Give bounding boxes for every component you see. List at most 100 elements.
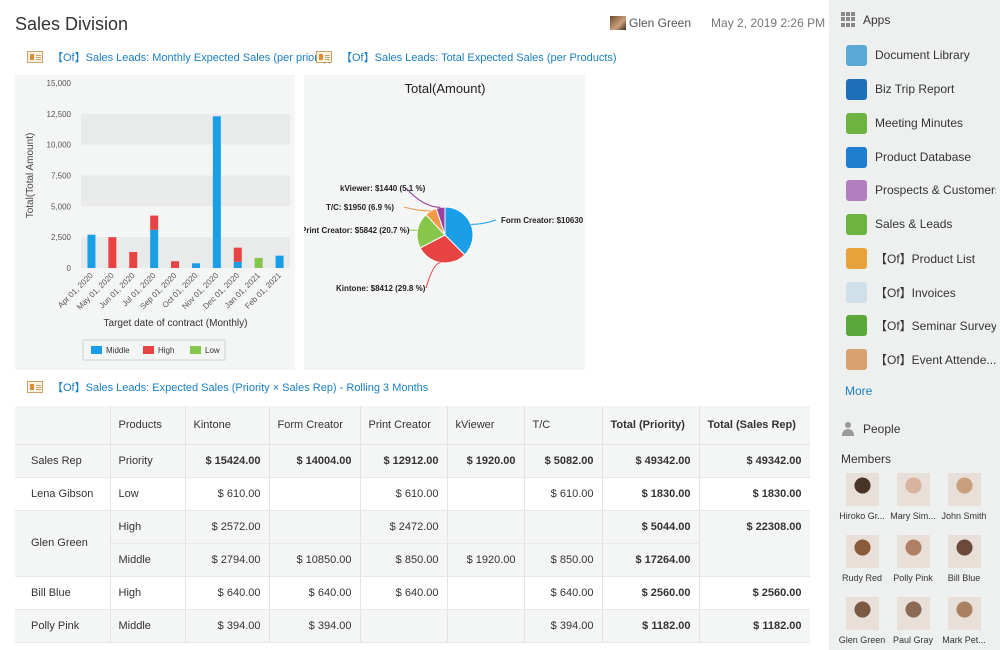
person-icon	[841, 422, 855, 436]
member-name[interactable]: Glen Green	[838, 635, 886, 645]
member-card[interactable]: Mary Sim...	[888, 473, 938, 521]
app-label[interactable]: 【Of】Invoices	[875, 285, 956, 300]
row-label: Lena Gibson	[15, 477, 111, 511]
member-card[interactable]: Mark Pet...	[939, 597, 989, 645]
member-avatar[interactable]	[947, 597, 981, 630]
column-header: Form Creator	[269, 406, 361, 445]
column-header: T/C	[524, 406, 603, 445]
current-date: May 2, 2019 2:26 PM	[711, 16, 826, 30]
member-avatar[interactable]	[845, 597, 879, 630]
bar-middle[interactable]	[233, 261, 242, 268]
member-card[interactable]: Glen Green	[837, 597, 887, 645]
member-avatar[interactable]	[947, 473, 981, 506]
member-name[interactable]: Paul Gray	[892, 635, 934, 645]
member-name[interactable]: Polly Pink	[893, 573, 933, 583]
member-avatar[interactable]	[896, 473, 930, 506]
bar-middle[interactable]	[212, 116, 221, 268]
pie-report-title[interactable]: 【Of】Sales Leads: Total Expected Sales (p…	[341, 52, 617, 64]
user-name[interactable]: Glen Green	[629, 16, 692, 30]
member-card[interactable]: Polly Pink	[888, 535, 938, 583]
bar-high[interactable]	[108, 237, 117, 268]
member-name[interactable]: John Smith	[941, 511, 987, 521]
bar-high[interactable]	[150, 215, 159, 230]
app-item[interactable]: 【Of】Seminar Survey	[846, 314, 996, 336]
bar-low[interactable]	[254, 257, 263, 268]
table-cell: $ 640.00	[185, 576, 270, 610]
pie-slice[interactable]	[416, 213, 446, 249]
table-cell: $ 1830.00	[602, 477, 700, 511]
member-name[interactable]: Hiroko Gr...	[839, 511, 885, 521]
legend-label-middle[interactable]: Middle	[106, 346, 130, 355]
member-card[interactable]: Paul Gray	[888, 597, 938, 645]
app-item[interactable]: Prospects & Customers	[846, 179, 996, 201]
member-card[interactable]: Bill Blue	[939, 535, 989, 583]
handshake-icon	[846, 213, 867, 235]
member-name[interactable]: Mark Pet...	[942, 635, 986, 645]
legend-swatch-high[interactable]	[143, 346, 154, 354]
member-avatar[interactable]	[845, 473, 879, 506]
people-header[interactable]: People	[841, 422, 900, 436]
pencil-icon	[846, 314, 867, 336]
bar-high[interactable]	[171, 261, 180, 268]
member-avatar[interactable]	[896, 535, 930, 568]
y-tick-label: 10,000	[47, 141, 72, 150]
table-cell: $ 610.00	[360, 477, 448, 511]
bar-report-link[interactable]: 【Of】Sales Leads: Monthly Expected Sales …	[27, 49, 333, 65]
app-item[interactable]: 【Of】Invoices	[846, 281, 996, 303]
app-item[interactable]: Sales & Leads	[846, 213, 996, 235]
member-card[interactable]: John Smith	[939, 473, 989, 521]
app-label[interactable]: Biz Trip Report	[875, 82, 955, 96]
apps-header[interactable]: Apps	[841, 12, 890, 27]
bar-report-title[interactable]: 【Of】Sales Leads: Monthly Expected Sales …	[52, 52, 333, 64]
bar-middle[interactable]	[87, 234, 96, 268]
column-header: Total (Priority)	[602, 406, 700, 445]
app-label[interactable]: Document Library	[875, 48, 970, 62]
bar-middle[interactable]	[275, 255, 284, 268]
bar-middle[interactable]	[150, 229, 159, 268]
more-apps-link[interactable]: More	[845, 384, 873, 398]
member-name[interactable]: Mary Sim...	[890, 511, 936, 521]
table-cell: $ 5082.00	[524, 444, 603, 478]
app-item[interactable]: Meeting Minutes	[846, 112, 996, 134]
app-label[interactable]: Meeting Minutes	[875, 116, 964, 130]
table-report-title[interactable]: 【Of】Sales Leads: Expected Sales (Priorit…	[52, 382, 429, 394]
app-item[interactable]: Biz Trip Report	[846, 78, 996, 100]
pie-label: kViewer: $1440 (5.1 %)	[340, 184, 426, 193]
column-header	[15, 406, 111, 445]
user-info: Glen Green May 2, 2019 2:26 PM	[610, 16, 825, 30]
bar-high[interactable]	[129, 251, 138, 268]
bar-middle[interactable]	[191, 263, 200, 268]
app-label[interactable]: Product Database	[875, 150, 972, 164]
table-cell: $ 1182.00	[699, 609, 810, 643]
app-item[interactable]: Document Library	[846, 44, 996, 66]
app-label[interactable]: Prospects & Customers	[875, 183, 996, 197]
y-tick-label: 0	[67, 264, 72, 273]
pie-report-link[interactable]: 【Of】Sales Leads: Total Expected Sales (p…	[316, 49, 617, 65]
member-card[interactable]: Rudy Red	[837, 535, 887, 583]
table-cell: $ 850.00	[360, 543, 448, 577]
member-avatar[interactable]	[845, 535, 879, 568]
grid-band	[81, 206, 290, 238]
app-label[interactable]: 【Of】Event Attende...	[875, 352, 996, 367]
app-label[interactable]: 【Of】Product List	[875, 251, 976, 266]
bar-high[interactable]	[233, 247, 242, 262]
pie-label: Print Creator: $5842 (20.7 %)	[304, 226, 410, 235]
member-avatar[interactable]	[947, 535, 981, 568]
legend-label-high[interactable]: High	[158, 346, 174, 355]
member-card[interactable]: Hiroko Gr...	[837, 473, 887, 521]
legend-swatch-middle[interactable]	[91, 346, 102, 354]
app-label[interactable]: Sales & Leads	[875, 217, 953, 231]
member-avatar[interactable]	[896, 597, 930, 630]
legend-label-low[interactable]: Low	[205, 346, 220, 355]
user-avatar[interactable]	[610, 16, 626, 30]
app-item[interactable]: Product Database	[846, 146, 996, 168]
member-name[interactable]: Bill Blue	[947, 573, 981, 583]
table-cell: High	[110, 510, 186, 544]
app-item[interactable]: 【Of】Event Attende...	[846, 348, 996, 370]
pie-leader-line	[405, 187, 441, 208]
app-item[interactable]: 【Of】Product List	[846, 247, 996, 269]
app-label[interactable]: 【Of】Seminar Survey	[875, 318, 996, 333]
member-name[interactable]: Rudy Red	[841, 573, 883, 583]
table-report-link[interactable]: 【Of】Sales Leads: Expected Sales (Priorit…	[27, 379, 428, 395]
legend-swatch-low[interactable]	[190, 346, 201, 354]
